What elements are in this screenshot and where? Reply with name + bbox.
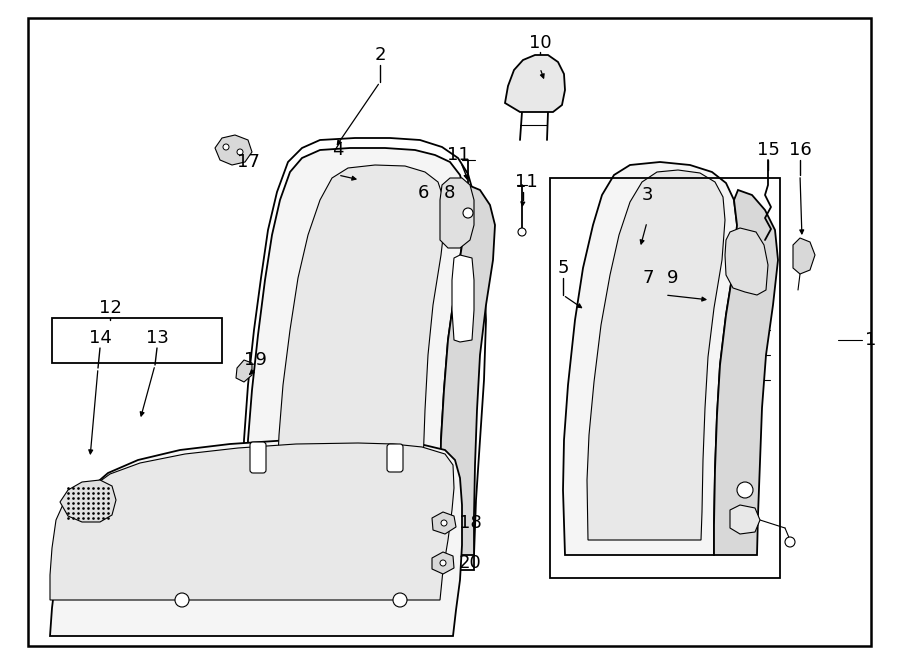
Circle shape bbox=[737, 482, 753, 498]
Text: 14: 14 bbox=[88, 329, 112, 347]
Text: 17: 17 bbox=[237, 153, 259, 171]
Polygon shape bbox=[432, 552, 454, 574]
Text: 10: 10 bbox=[528, 34, 552, 52]
Circle shape bbox=[441, 520, 447, 526]
Polygon shape bbox=[452, 255, 474, 342]
Polygon shape bbox=[50, 443, 454, 600]
Polygon shape bbox=[247, 148, 466, 555]
Circle shape bbox=[440, 560, 446, 566]
Text: 20: 20 bbox=[459, 554, 482, 572]
Text: 11: 11 bbox=[446, 146, 470, 164]
Circle shape bbox=[785, 537, 795, 547]
Text: 3: 3 bbox=[641, 186, 652, 204]
Text: 16: 16 bbox=[788, 141, 812, 159]
Bar bbox=[550, 178, 780, 578]
Circle shape bbox=[237, 149, 243, 155]
Polygon shape bbox=[793, 238, 815, 274]
Polygon shape bbox=[730, 505, 760, 534]
Circle shape bbox=[175, 593, 189, 607]
Text: 15: 15 bbox=[757, 141, 779, 159]
Text: 1: 1 bbox=[865, 331, 877, 349]
Polygon shape bbox=[714, 190, 778, 555]
FancyBboxPatch shape bbox=[387, 444, 403, 472]
Polygon shape bbox=[236, 360, 252, 382]
Text: 13: 13 bbox=[146, 329, 168, 347]
Text: 4: 4 bbox=[332, 141, 344, 159]
Circle shape bbox=[223, 144, 229, 150]
Polygon shape bbox=[587, 170, 725, 540]
Text: 7: 7 bbox=[643, 269, 653, 287]
Text: 18: 18 bbox=[459, 514, 482, 532]
Polygon shape bbox=[432, 512, 456, 534]
Polygon shape bbox=[60, 480, 116, 522]
Polygon shape bbox=[563, 162, 737, 555]
Circle shape bbox=[463, 208, 473, 218]
Polygon shape bbox=[440, 178, 474, 248]
FancyBboxPatch shape bbox=[250, 442, 266, 473]
Circle shape bbox=[518, 228, 526, 236]
Text: 2: 2 bbox=[374, 46, 386, 64]
Polygon shape bbox=[440, 185, 495, 555]
Polygon shape bbox=[50, 440, 462, 636]
Text: 6: 6 bbox=[418, 184, 428, 202]
Text: 8: 8 bbox=[444, 184, 454, 202]
Bar bbox=[52, 318, 222, 363]
Text: 5: 5 bbox=[557, 259, 569, 277]
Polygon shape bbox=[725, 228, 768, 295]
Polygon shape bbox=[215, 135, 252, 165]
Circle shape bbox=[393, 593, 407, 607]
Polygon shape bbox=[243, 138, 486, 570]
Text: 12: 12 bbox=[99, 299, 122, 317]
Text: 19: 19 bbox=[244, 351, 266, 369]
Text: 11: 11 bbox=[515, 173, 537, 191]
Text: 9: 9 bbox=[667, 269, 679, 287]
Polygon shape bbox=[277, 165, 445, 540]
Polygon shape bbox=[505, 55, 565, 112]
